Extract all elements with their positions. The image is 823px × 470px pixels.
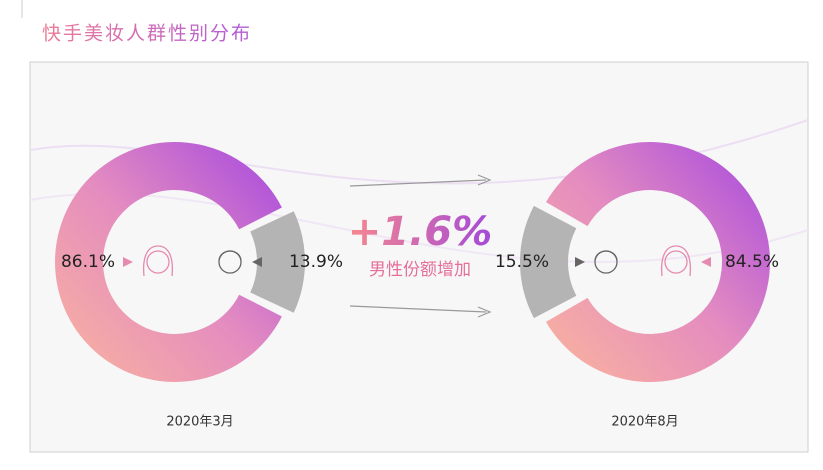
female-icon — [142, 245, 174, 277]
icon-part — [218, 250, 242, 261]
male-icon — [218, 250, 242, 274]
icon-part — [594, 250, 618, 261]
icon-part — [664, 250, 688, 274]
date-label: 2020年3月 — [166, 415, 233, 430]
pointer — [575, 257, 585, 267]
pointer — [123, 257, 133, 267]
icon-part — [660, 245, 692, 277]
value-label: 86.1% — [61, 252, 115, 272]
female-icon — [660, 245, 692, 277]
icon-part — [146, 250, 170, 274]
arrow-head — [477, 174, 492, 186]
arrow — [349, 179, 487, 187]
change-text: 男性份额增加 — [369, 260, 471, 280]
value-label: 84.5% — [725, 252, 779, 272]
value-label: 13.9% — [289, 252, 343, 272]
value-label: 15.5% — [495, 252, 549, 272]
arrow — [349, 305, 487, 313]
donut-segment — [250, 211, 306, 313]
pointer — [252, 257, 262, 267]
male-icon — [594, 250, 618, 274]
date-label: 2020年8月 — [611, 415, 678, 430]
change-value: +1.6% — [348, 209, 492, 255]
pointer — [701, 257, 711, 267]
donut-segment — [545, 142, 770, 382]
page-title: 快手美妆人群性别分布 — [42, 23, 252, 45]
icon-part — [142, 245, 174, 277]
donut-segment — [520, 205, 577, 319]
arrow-head — [477, 306, 492, 318]
donut-segment — [55, 142, 282, 382]
